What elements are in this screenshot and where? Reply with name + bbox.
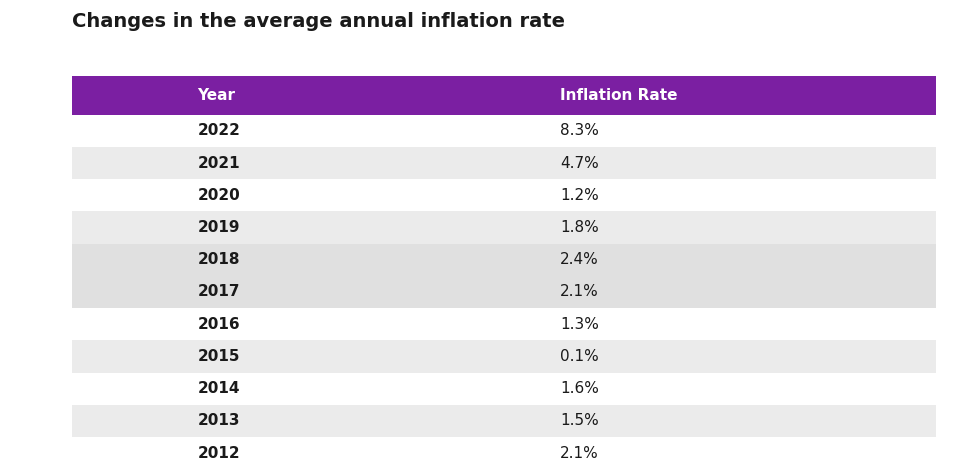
Text: Changes in the average annual inflation rate: Changes in the average annual inflation … xyxy=(72,12,565,31)
Text: 2021: 2021 xyxy=(197,155,240,171)
Text: 2014: 2014 xyxy=(197,381,240,396)
Text: 1.6%: 1.6% xyxy=(560,381,599,396)
Text: 2022: 2022 xyxy=(197,123,240,138)
Text: 2.1%: 2.1% xyxy=(560,284,599,300)
Text: 2.4%: 2.4% xyxy=(560,252,599,267)
Text: 1.5%: 1.5% xyxy=(560,413,599,428)
Text: 2018: 2018 xyxy=(197,252,240,267)
Text: 4.7%: 4.7% xyxy=(560,155,599,171)
Text: 2012: 2012 xyxy=(197,446,240,461)
Text: 2013: 2013 xyxy=(197,413,240,428)
Text: 8.3%: 8.3% xyxy=(560,123,599,138)
Text: Inflation Rate: Inflation Rate xyxy=(560,88,678,103)
Text: 2.1%: 2.1% xyxy=(560,446,599,461)
Text: 0.1%: 0.1% xyxy=(560,349,599,364)
Text: Year: Year xyxy=(197,88,235,103)
Text: 1.8%: 1.8% xyxy=(560,220,599,235)
Text: 2017: 2017 xyxy=(197,284,240,300)
Text: 2015: 2015 xyxy=(197,349,240,364)
Text: 2020: 2020 xyxy=(197,188,240,203)
Text: 2019: 2019 xyxy=(197,220,240,235)
Text: 1.3%: 1.3% xyxy=(560,317,599,332)
Text: 1.2%: 1.2% xyxy=(560,188,599,203)
Text: 2016: 2016 xyxy=(197,317,240,332)
